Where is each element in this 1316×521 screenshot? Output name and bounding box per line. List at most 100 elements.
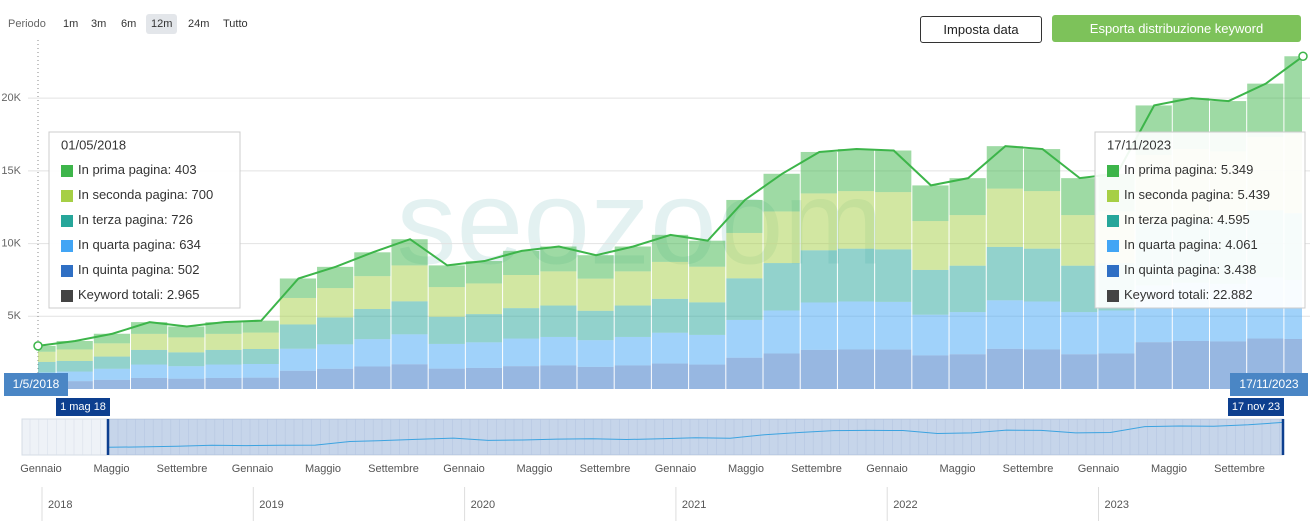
tooltip-text: In prima pagina (78, 162, 168, 177)
tooltip-text: : (168, 162, 175, 177)
month-label: Gennaio (443, 463, 485, 475)
bar-segment (986, 348, 1023, 389)
bar-segment (317, 317, 354, 345)
tooltip-text: In prima pagina (1124, 162, 1214, 177)
month-label: Maggio (305, 463, 341, 475)
month-label: Maggio (939, 463, 975, 475)
bar-segment (540, 246, 577, 272)
bar-segment (800, 302, 837, 350)
tooltip-text: In seconda pagina (78, 187, 185, 202)
y-tick-label: 10K (1, 237, 21, 249)
bar-segment (428, 316, 465, 344)
bar-segment (1284, 56, 1302, 135)
range-label-box (4, 373, 68, 396)
bar-segment (726, 199, 763, 233)
period-button[interactable]: 24m (188, 18, 210, 30)
bar-segment (949, 354, 986, 389)
y-tick-label: 15K (1, 165, 21, 177)
tooltip-text: : (1206, 287, 1213, 302)
tooltip-text: : (164, 212, 171, 227)
bar-segment (279, 297, 317, 325)
bar-segment (614, 365, 651, 389)
bar-segment (763, 173, 800, 212)
period-button[interactable]: 1m (63, 18, 79, 30)
tooltip-line: In quarta pagina: 634 (78, 237, 201, 252)
tooltip-swatch (1107, 215, 1119, 227)
bar-segment (726, 232, 763, 279)
tooltip-text: In terza pagina (1124, 212, 1211, 227)
bar-segment (1061, 312, 1098, 355)
end-point (33, 341, 43, 351)
bar-segment (912, 221, 949, 270)
tooltip-swatch (1107, 290, 1119, 302)
bar-segment (168, 352, 205, 367)
bar-segment (1098, 310, 1135, 354)
y-tick-label: 20K (1, 92, 21, 104)
tooltip-text: : (160, 287, 167, 302)
tooltip: 17/11/2023 In prima pagina: 5.349 In secon… (1094, 131, 1306, 309)
bar-segment (986, 246, 1023, 301)
bar-segment (93, 379, 131, 389)
bar-segment (1061, 265, 1098, 313)
bar-segment (726, 278, 763, 320)
bar-segment (912, 314, 949, 356)
bar-segment (317, 368, 354, 389)
bar-segment (540, 336, 577, 366)
bar-segment (168, 326, 205, 338)
bar-segment (38, 351, 56, 362)
bar-segment (279, 348, 317, 371)
period-button[interactable]: 6m (121, 18, 137, 30)
bar-segment (242, 349, 279, 364)
bar-segment (614, 305, 651, 337)
bar-segment (279, 324, 317, 349)
bar-segment (1023, 349, 1061, 389)
tooltip-text: 4.061 (1225, 237, 1258, 252)
month-label: Gennaio (1078, 463, 1120, 475)
bar-segment (949, 178, 986, 216)
bar-segment (875, 249, 912, 302)
bar-segment (540, 271, 577, 306)
period-button[interactable]: 12m (146, 14, 178, 34)
tooltip-text: In quarta pagina (78, 237, 173, 252)
bar-segment (205, 322, 242, 334)
bar-segment (689, 364, 726, 389)
bar-segment (354, 366, 391, 389)
period-button[interactable]: 3m (91, 18, 107, 30)
bar-segment (800, 193, 837, 251)
bar-segment (614, 336, 651, 366)
tooltip-swatch (61, 215, 73, 227)
navigator-line (107, 421, 1284, 448)
bar-segment (354, 309, 391, 340)
bar-segment (428, 368, 465, 389)
period-label: Periodo (8, 18, 46, 30)
bar-segment (131, 333, 168, 350)
bar-segment (503, 366, 540, 389)
export-button[interactable]: Esporta distribuzione keyword (1052, 15, 1301, 42)
bar-segment (837, 149, 875, 192)
set-date-button[interactable]: Imposta data (920, 16, 1042, 43)
period-button[interactable]: Tutto (223, 18, 248, 30)
month-label: Maggio (516, 463, 552, 475)
bar-segment (875, 150, 912, 193)
tooltip-line: In quinta pagina: 3.438 (1124, 262, 1256, 277)
bar-segment (1098, 353, 1135, 389)
bar-segment (279, 278, 317, 298)
range-label: 1/5/2018 (13, 377, 60, 391)
tooltip-line: In quinta pagina: 502 (78, 262, 199, 277)
bar-segment (763, 310, 800, 354)
bar-segment (465, 283, 503, 315)
month-label: Gennaio (20, 463, 62, 475)
bar-segment (837, 301, 875, 350)
month-label: Settembre (580, 463, 631, 475)
tooltip-text: In quarta pagina (1124, 237, 1219, 252)
tooltip-text: 700 (192, 187, 214, 202)
bar-segment (391, 265, 428, 302)
tooltip-line: Keyword totali: 22.882 (1124, 287, 1253, 302)
bar-segment (651, 332, 689, 364)
bar-segment (242, 377, 279, 389)
year-label: 2022 (893, 499, 917, 511)
navigator-label-box (56, 398, 110, 416)
bar-segment (354, 276, 391, 310)
bar-segment (1172, 341, 1209, 389)
tooltip-swatch (1107, 190, 1119, 202)
